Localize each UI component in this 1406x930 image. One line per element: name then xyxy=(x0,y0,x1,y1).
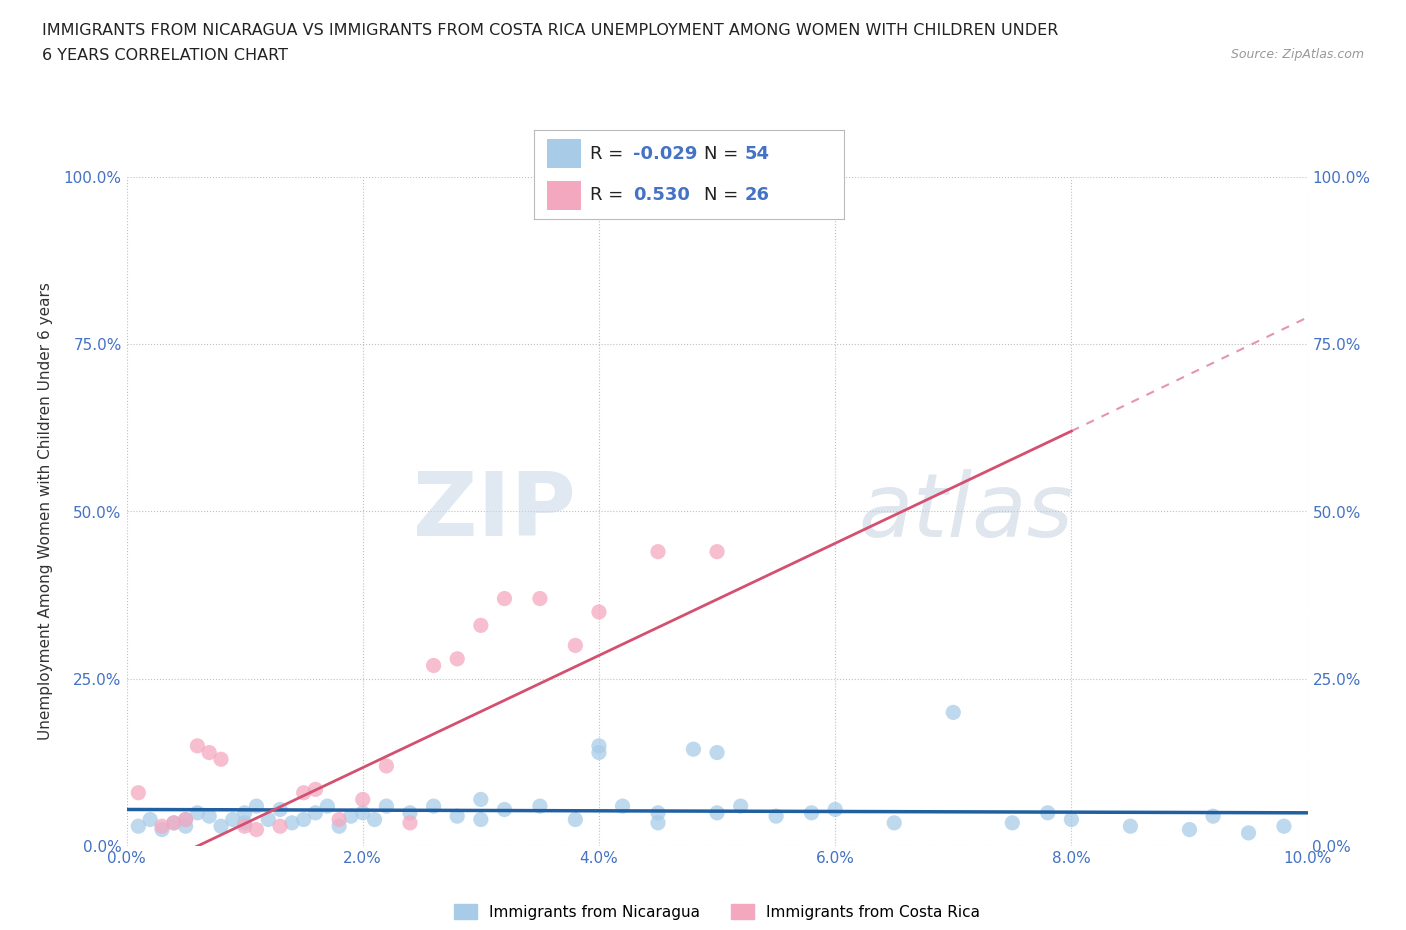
Bar xyxy=(547,140,581,168)
Point xyxy=(1272,818,1295,833)
Point xyxy=(352,792,374,807)
Point xyxy=(163,816,186,830)
Point xyxy=(588,738,610,753)
Point xyxy=(328,818,350,833)
Point xyxy=(127,818,149,833)
Point xyxy=(470,618,492,632)
Point xyxy=(174,812,197,827)
Point xyxy=(186,738,208,753)
Point xyxy=(588,604,610,619)
Point xyxy=(304,805,326,820)
Point xyxy=(800,805,823,820)
Point xyxy=(588,745,610,760)
Point xyxy=(233,805,256,820)
Legend: Immigrants from Nicaragua, Immigrants from Costa Rica: Immigrants from Nicaragua, Immigrants fr… xyxy=(449,897,986,925)
Point xyxy=(647,544,669,559)
Point xyxy=(1001,816,1024,830)
Point xyxy=(245,799,267,814)
Point xyxy=(174,812,197,827)
Point xyxy=(269,818,291,833)
Point xyxy=(163,816,186,830)
Point xyxy=(233,816,256,830)
Text: Source: ZipAtlas.com: Source: ZipAtlas.com xyxy=(1230,48,1364,61)
Text: 0.530: 0.530 xyxy=(633,186,690,205)
Point xyxy=(281,816,304,830)
Point xyxy=(1202,809,1225,824)
Point xyxy=(1119,818,1142,833)
Point xyxy=(316,799,339,814)
Text: 26: 26 xyxy=(745,186,769,205)
Point xyxy=(564,812,586,827)
Point xyxy=(422,658,444,673)
Point xyxy=(150,822,173,837)
Point xyxy=(470,792,492,807)
Point xyxy=(222,812,245,827)
Point xyxy=(730,799,752,814)
Bar xyxy=(547,180,581,210)
Point xyxy=(647,805,669,820)
Text: N =: N = xyxy=(704,144,744,163)
Point xyxy=(399,805,422,820)
Point xyxy=(470,812,492,827)
Point xyxy=(494,802,516,817)
Point xyxy=(1060,812,1083,827)
Point xyxy=(198,745,221,760)
Point xyxy=(1036,805,1059,820)
Point xyxy=(1237,826,1260,841)
Point xyxy=(422,799,444,814)
Point xyxy=(942,705,965,720)
Point xyxy=(127,785,149,800)
Point xyxy=(150,818,173,833)
Point xyxy=(186,805,208,820)
Text: 54: 54 xyxy=(745,144,769,163)
Text: -0.029: -0.029 xyxy=(633,144,697,163)
Point xyxy=(706,544,728,559)
Point xyxy=(765,190,787,205)
Point xyxy=(363,812,385,827)
Point xyxy=(174,818,197,833)
Point xyxy=(139,812,162,827)
Point xyxy=(494,591,516,606)
Point xyxy=(292,785,315,800)
Text: R =: R = xyxy=(591,186,634,205)
Point xyxy=(269,802,291,817)
Point xyxy=(209,818,232,833)
Point xyxy=(292,812,315,827)
Point xyxy=(1178,822,1201,837)
Point xyxy=(375,759,398,774)
Point xyxy=(529,799,551,814)
Text: ZIP: ZIP xyxy=(412,468,575,555)
Point xyxy=(446,809,468,824)
Point xyxy=(883,816,905,830)
Text: IMMIGRANTS FROM NICARAGUA VS IMMIGRANTS FROM COSTA RICA UNEMPLOYMENT AMONG WOMEN: IMMIGRANTS FROM NICARAGUA VS IMMIGRANTS … xyxy=(42,23,1059,38)
Point xyxy=(529,591,551,606)
Point xyxy=(682,742,704,757)
Point xyxy=(233,818,256,833)
Point xyxy=(612,799,634,814)
Point xyxy=(824,802,846,817)
Point xyxy=(328,812,350,827)
Point xyxy=(352,805,374,820)
Point xyxy=(399,816,422,830)
Point xyxy=(304,782,326,797)
Point xyxy=(647,816,669,830)
Point xyxy=(375,799,398,814)
Point xyxy=(257,812,280,827)
Y-axis label: Unemployment Among Women with Children Under 6 years: Unemployment Among Women with Children U… xyxy=(38,283,52,740)
Text: N =: N = xyxy=(704,186,744,205)
Point xyxy=(198,809,221,824)
Point xyxy=(446,651,468,666)
Point xyxy=(245,822,267,837)
Text: 6 YEARS CORRELATION CHART: 6 YEARS CORRELATION CHART xyxy=(42,48,288,63)
Point xyxy=(340,809,363,824)
Point xyxy=(209,751,232,766)
Point xyxy=(765,809,787,824)
Text: atlas: atlas xyxy=(859,469,1074,554)
Point xyxy=(564,638,586,653)
Point xyxy=(706,805,728,820)
Point xyxy=(706,745,728,760)
Text: R =: R = xyxy=(591,144,628,163)
